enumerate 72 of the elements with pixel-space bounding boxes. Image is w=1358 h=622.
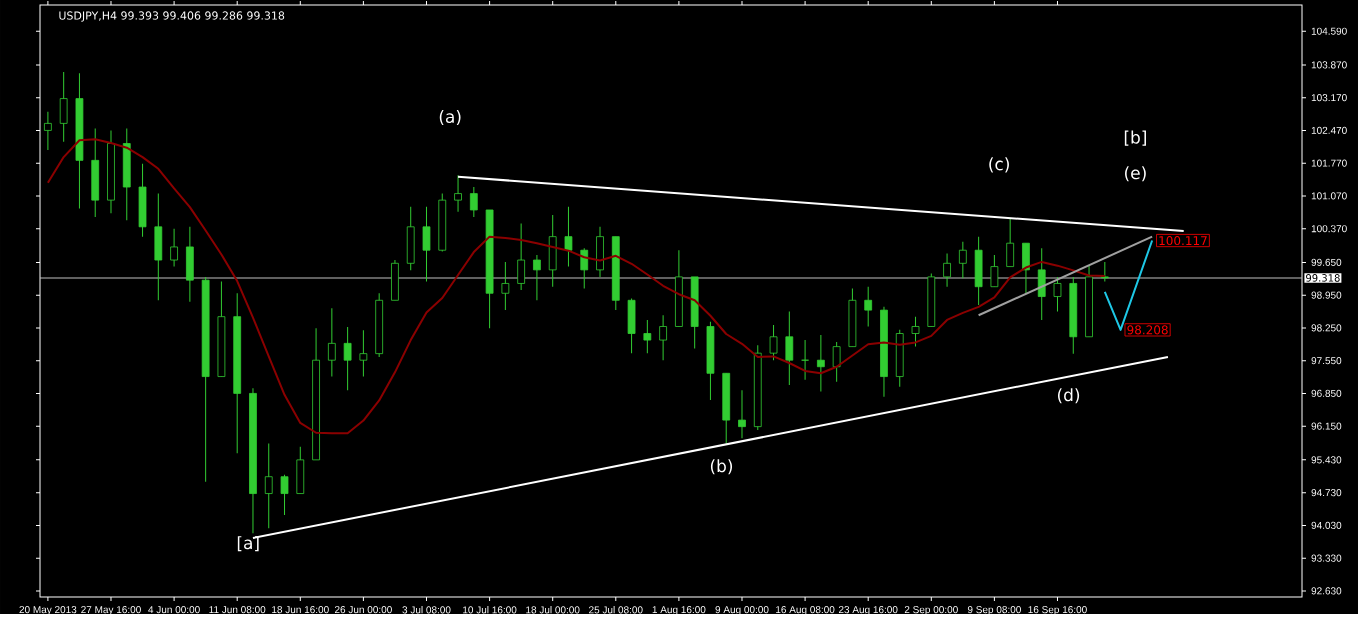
candlestick <box>832 341 841 383</box>
y-tick-label: 103.870 <box>1311 61 1347 69</box>
candlestick <box>44 111 52 151</box>
text: USDJPY,H4 99.393 99.406 99.286 99.318 <box>59 11 285 22</box>
x-tick-label: 2 Sep 00:00 <box>904 606 958 616</box>
annotation: (b) <box>710 459 733 475</box>
y-tick-label: 104.590 <box>1311 27 1347 35</box>
annotation: (c) <box>989 157 1009 173</box>
candlestick <box>170 228 178 268</box>
y-tick-label: 94.730 <box>1311 489 1342 497</box>
x-tick-label: 11 Jun 08:00 <box>209 606 266 614</box>
y-tick-label: 102.470 <box>1311 126 1347 135</box>
annotation: (d) <box>1057 388 1080 404</box>
y-tick-label: 95.430 <box>1311 456 1342 464</box>
x-tick-label: 18 Jul 00:00 <box>526 606 580 614</box>
candlestick <box>264 443 273 529</box>
x-tick-label: 26 Jun 00:00 <box>334 606 392 614</box>
y-tick-label: 99.650 <box>1311 258 1342 267</box>
x-tick-label: 4 Jun 00:00 <box>148 606 200 614</box>
candlestick <box>501 261 510 311</box>
x-tick-label: 20 May 2013 <box>19 606 77 616</box>
y-tick-label: 92.630 <box>1311 587 1342 595</box>
y-tick-label: 94.030 <box>1311 521 1342 530</box>
y-tick-label: 100.370 <box>1311 225 1347 233</box>
candlestick <box>738 389 746 439</box>
y-tick-label: 93.330 <box>1311 554 1342 562</box>
candlestick <box>533 254 541 301</box>
candlestick <box>864 286 873 328</box>
candlestick <box>958 241 967 279</box>
x-tick-label: 16 Sep 16:00 <box>1028 606 1087 616</box>
annotation: (e) <box>1125 166 1146 182</box>
ref-line-label: 99.318 <box>1306 274 1340 282</box>
candlestick <box>816 334 825 393</box>
annotation: [a] <box>237 536 259 552</box>
x-tick-label: 25 Jul 08:00 <box>589 606 643 614</box>
x-tick-label: 9 Sep 08:00 <box>967 606 1021 616</box>
x-tick-label: 18 Jun 16:00 <box>272 606 329 614</box>
candlestick <box>327 307 336 378</box>
candlestick <box>454 174 462 213</box>
y-tick-label: 96.150 <box>1311 422 1342 430</box>
candlestick <box>990 254 999 288</box>
candlestick <box>564 206 573 268</box>
candlestick <box>1006 217 1015 268</box>
candlestick <box>469 186 478 218</box>
y-tick-label: 98.250 <box>1311 324 1342 332</box>
candlestick <box>1053 276 1062 313</box>
x-tick-label: 10 Jul 16:00 <box>463 606 517 614</box>
candlestick <box>359 329 368 378</box>
candlestick <box>943 253 951 288</box>
candlestick <box>343 326 352 391</box>
annotation: (a) <box>439 110 461 126</box>
annotation: [b] <box>1124 130 1146 146</box>
y-tick-label: 96.850 <box>1311 389 1342 398</box>
candlestick <box>1100 261 1109 283</box>
candlestick <box>643 319 652 354</box>
candlestick <box>280 474 289 516</box>
candlestick <box>659 314 667 361</box>
candlestick <box>785 311 794 386</box>
data-label: 100.117 <box>1159 236 1207 246</box>
y-tick-label: 101.770 <box>1311 159 1347 167</box>
x-tick-label: 3 Jul 08:00 <box>402 606 451 614</box>
candlestick <box>580 247 589 290</box>
candlestick <box>769 324 778 361</box>
candlestick <box>422 206 431 283</box>
candlestick <box>517 223 526 291</box>
candlestick <box>911 316 920 348</box>
y-tick-label: 98.950 <box>1311 291 1342 299</box>
y-tick-label: 103.170 <box>1311 94 1347 102</box>
y-tick-label: 97.550 <box>1311 357 1342 365</box>
x-tick-label: 27 May 16:00 <box>81 606 141 616</box>
data-label: 98.208 <box>1127 325 1168 335</box>
y-tick-label: 101.070 <box>1311 192 1347 200</box>
